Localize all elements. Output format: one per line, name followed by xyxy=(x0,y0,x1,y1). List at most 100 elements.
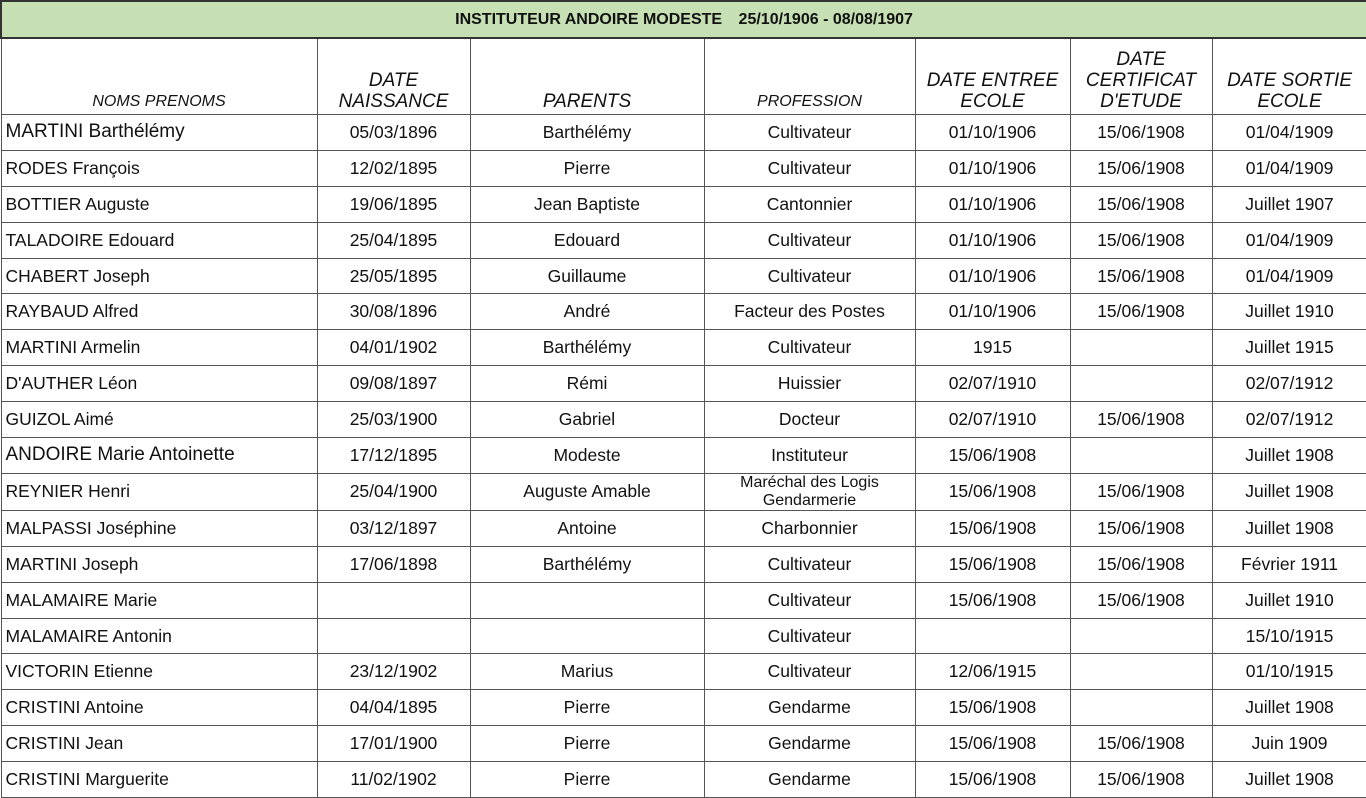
cell-exit-date: Juillet 1910 xyxy=(1211,293,1366,331)
cell-exit-date: Juillet 1908 xyxy=(1211,472,1366,511)
cell-birth-date: 09/08/1897 xyxy=(316,365,471,403)
cell-entry-date: 15/06/1908 xyxy=(914,689,1071,727)
cell-exit-date: 02/07/1912 xyxy=(1211,401,1366,439)
cell-birth-date: 04/04/1895 xyxy=(316,689,471,727)
cell-birth-date: 17/12/1895 xyxy=(316,437,471,474)
cell-certificate-date: 15/06/1908 xyxy=(1069,185,1213,223)
cell-profession: Cultivateur xyxy=(703,653,916,691)
cell-name: CRISTINI Marguerite xyxy=(0,761,318,798)
cell-birth-date: 17/06/1898 xyxy=(316,545,471,583)
cell-profession: Cultivateur xyxy=(703,329,916,367)
table-title: INSTITUTEUR ANDOIRE MODESTE 25/10/1906 -… xyxy=(0,0,1366,39)
cell-birth-date: 25/04/1895 xyxy=(316,221,471,259)
cell-exit-date: Juillet 1915 xyxy=(1211,329,1366,367)
cell-exit-date: Juin 1909 xyxy=(1211,725,1366,763)
cell-entry-date: 12/06/1915 xyxy=(914,653,1071,691)
cell-parents: Pierre xyxy=(469,761,705,798)
table-row: MALAMAIRE Marie Cultivateur 15/06/1908 15/0… xyxy=(0,581,1366,619)
cell-name: RODES François xyxy=(0,149,318,187)
cell-birth-date: 25/04/1900 xyxy=(316,472,471,511)
cell-profession: Facteur des Postes xyxy=(703,293,916,331)
cell-certificate-date: 15/06/1908 xyxy=(1069,761,1213,798)
table-row: D'AUTHER Léon 09/08/1897 Rémi Huissier 02/07… xyxy=(0,365,1366,403)
cell-exit-date: Février 1911 xyxy=(1211,545,1366,583)
cell-certificate-date xyxy=(1069,617,1213,655)
cell-profession: Gendarme xyxy=(703,689,916,727)
cell-parents xyxy=(469,617,705,655)
cell-name: D'AUTHER Léon xyxy=(0,365,318,403)
header-parents: PARENTS xyxy=(469,37,705,115)
cell-exit-date: Juillet 1908 xyxy=(1211,761,1366,798)
cell-birth-date: 04/01/1902 xyxy=(316,329,471,367)
column-headers: NOMS PRENOMS DATE NAISSANCE PARENTS PROF… xyxy=(0,37,1366,115)
table-row: MARTINI Joseph 17/06/1898 Barthélémy Cultiv… xyxy=(0,545,1366,583)
cell-certificate-date: 15/06/1908 xyxy=(1069,545,1213,583)
cell-birth-date: 19/06/1895 xyxy=(316,185,471,223)
cell-certificate-date: 15/06/1908 xyxy=(1069,221,1213,259)
cell-exit-date: 01/04/1909 xyxy=(1211,149,1366,187)
cell-profession: Docteur xyxy=(703,401,916,439)
cell-certificate-date: 15/06/1908 xyxy=(1069,293,1213,331)
cell-parents: Pierre xyxy=(469,725,705,763)
cell-certificate-date xyxy=(1069,365,1213,403)
cell-parents: Jean Baptiste xyxy=(469,185,705,223)
cell-entry-date: 15/06/1908 xyxy=(914,545,1071,583)
cell-birth-date xyxy=(316,617,471,655)
cell-parents: Auguste Amable xyxy=(469,472,705,511)
cell-parents: Barthélémy xyxy=(469,329,705,367)
header-date-certificat: DATE CERTIFICAT D'ETUDE xyxy=(1069,37,1213,115)
cell-birth-date: 25/03/1900 xyxy=(316,401,471,439)
table-row: RODES François 12/02/1895 Pierre Cultivateu… xyxy=(0,149,1366,187)
cell-profession: Cultivateur xyxy=(703,221,916,259)
cell-certificate-date xyxy=(1069,689,1213,727)
cell-profession: Huissier xyxy=(703,365,916,403)
cell-name: MARTINI Armelin xyxy=(0,329,318,367)
cell-entry-date: 1915 xyxy=(914,329,1071,367)
cell-profession: Cultivateur xyxy=(703,114,916,151)
cell-certificate-date: 15/06/1908 xyxy=(1069,401,1213,439)
header-date-entree: DATE ENTREE ECOLE xyxy=(914,37,1071,115)
cell-profession: Gendarme xyxy=(703,761,916,798)
cell-parents: Edouard xyxy=(469,221,705,259)
cell-profession: Gendarme xyxy=(703,725,916,763)
cell-entry-date: 01/10/1906 xyxy=(914,221,1071,259)
cell-certificate-date: 15/06/1908 xyxy=(1069,257,1213,295)
cell-entry-date: 01/10/1906 xyxy=(914,293,1071,331)
cell-exit-date: 01/04/1909 xyxy=(1211,257,1366,295)
cell-birth-date: 23/12/1902 xyxy=(316,653,471,691)
cell-entry-date: 02/07/1910 xyxy=(914,365,1071,403)
table-row: RAYBAUD Alfred 30/08/1896 André Facteur des… xyxy=(0,293,1366,331)
cell-exit-date: 01/04/1909 xyxy=(1211,114,1366,151)
cell-name: BOTTIER Auguste xyxy=(0,185,318,223)
cell-name: REYNIER Henri xyxy=(0,472,318,511)
cell-entry-date: 15/06/1908 xyxy=(914,761,1071,798)
cell-profession: Cultivateur xyxy=(703,545,916,583)
cell-profession: Cultivateur xyxy=(703,617,916,655)
table-row: MARTINI Barthélémy 05/03/1896 Barthélémy Cu… xyxy=(0,114,1366,151)
cell-parents: Barthélémy xyxy=(469,114,705,151)
cell-certificate-date xyxy=(1069,437,1213,474)
cell-profession: Instituteur xyxy=(703,437,916,474)
cell-exit-date: 02/07/1912 xyxy=(1211,365,1366,403)
cell-name: CHABERT Joseph xyxy=(0,257,318,295)
header-profession: PROFESSION xyxy=(703,37,916,115)
cell-profession: Cultivateur xyxy=(703,149,916,187)
cell-entry-date: 01/10/1906 xyxy=(914,149,1071,187)
cell-exit-date: 01/04/1909 xyxy=(1211,221,1366,259)
table-row: CRISTINI Antoine 04/04/1895 Pierre Gendarme… xyxy=(0,689,1366,727)
cell-entry-date: 15/06/1908 xyxy=(914,725,1071,763)
cell-profession: Cantonnier xyxy=(703,185,916,223)
title-teacher: INSTITUTEUR ANDOIRE MODESTE xyxy=(455,10,723,28)
cell-birth-date: 17/01/1900 xyxy=(316,725,471,763)
cell-parents: Barthélémy xyxy=(469,545,705,583)
cell-name: CRISTINI Jean xyxy=(0,725,318,763)
cell-entry-date: 02/07/1910 xyxy=(914,401,1071,439)
cell-name: GUIZOL Aimé xyxy=(0,401,318,439)
cell-profession: Maréchal des Logis Gendarmerie xyxy=(703,472,916,511)
cell-entry-date: 01/10/1906 xyxy=(914,114,1071,151)
cell-entry-date: 01/10/1906 xyxy=(914,185,1071,223)
cell-birth-date: 03/12/1897 xyxy=(316,509,471,547)
cell-certificate-date: 15/06/1908 xyxy=(1069,509,1213,547)
cell-name: MALAMAIRE Marie xyxy=(0,581,318,619)
cell-birth-date xyxy=(316,581,471,619)
